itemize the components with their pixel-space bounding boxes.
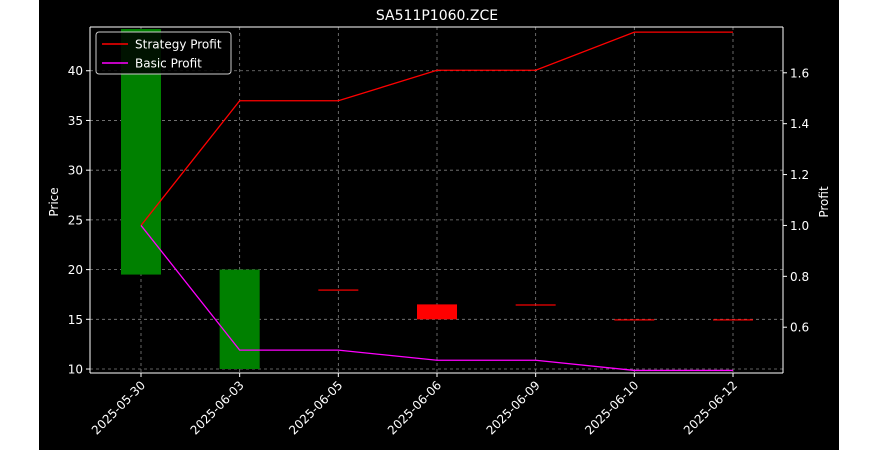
left-tick-label: 35 bbox=[68, 114, 83, 128]
candle-2025-06-06 bbox=[417, 304, 457, 320]
left-tick-label: 15 bbox=[68, 313, 83, 327]
left-tick-label: 30 bbox=[68, 164, 83, 178]
grid-layer bbox=[90, 27, 783, 373]
right-tick-label: 1.4 bbox=[790, 117, 809, 131]
left-axis-label: Price bbox=[47, 187, 61, 216]
legend-box bbox=[95, 31, 232, 75]
right-tick-label: 1.6 bbox=[790, 66, 809, 80]
right-tick-label: 0.8 bbox=[790, 270, 809, 284]
left-tick-label: 10 bbox=[68, 363, 83, 377]
candle-2025-06-09 bbox=[515, 304, 556, 306]
legend: Strategy Profit Basic Profit bbox=[95, 31, 232, 75]
candle-2025-06-12 bbox=[713, 319, 753, 321]
series-line-basic-profit bbox=[140, 225, 733, 372]
right-tick-label: 0.6 bbox=[790, 321, 809, 335]
plot-area bbox=[90, 27, 783, 373]
legend-label: Strategy Profit bbox=[135, 38, 222, 52]
right-tick-label: 1.2 bbox=[790, 168, 809, 182]
left-tick-label: 40 bbox=[68, 64, 83, 78]
left-tick-label: 25 bbox=[68, 213, 83, 227]
series-line-strategy-profit bbox=[140, 31, 733, 226]
line-layer bbox=[140, 31, 733, 372]
legend-label: Basic Profit bbox=[135, 57, 202, 71]
candle-2025-06-03 bbox=[219, 269, 260, 370]
right-axis-label: Profit bbox=[817, 186, 831, 218]
left-tick-label: 20 bbox=[68, 263, 83, 277]
right-tick-label: 1.0 bbox=[790, 219, 809, 233]
chart-title: SA511P1060.ZCE bbox=[376, 8, 498, 24]
candle-2025-06-10 bbox=[614, 319, 655, 321]
candle-2025-06-05 bbox=[318, 289, 359, 291]
